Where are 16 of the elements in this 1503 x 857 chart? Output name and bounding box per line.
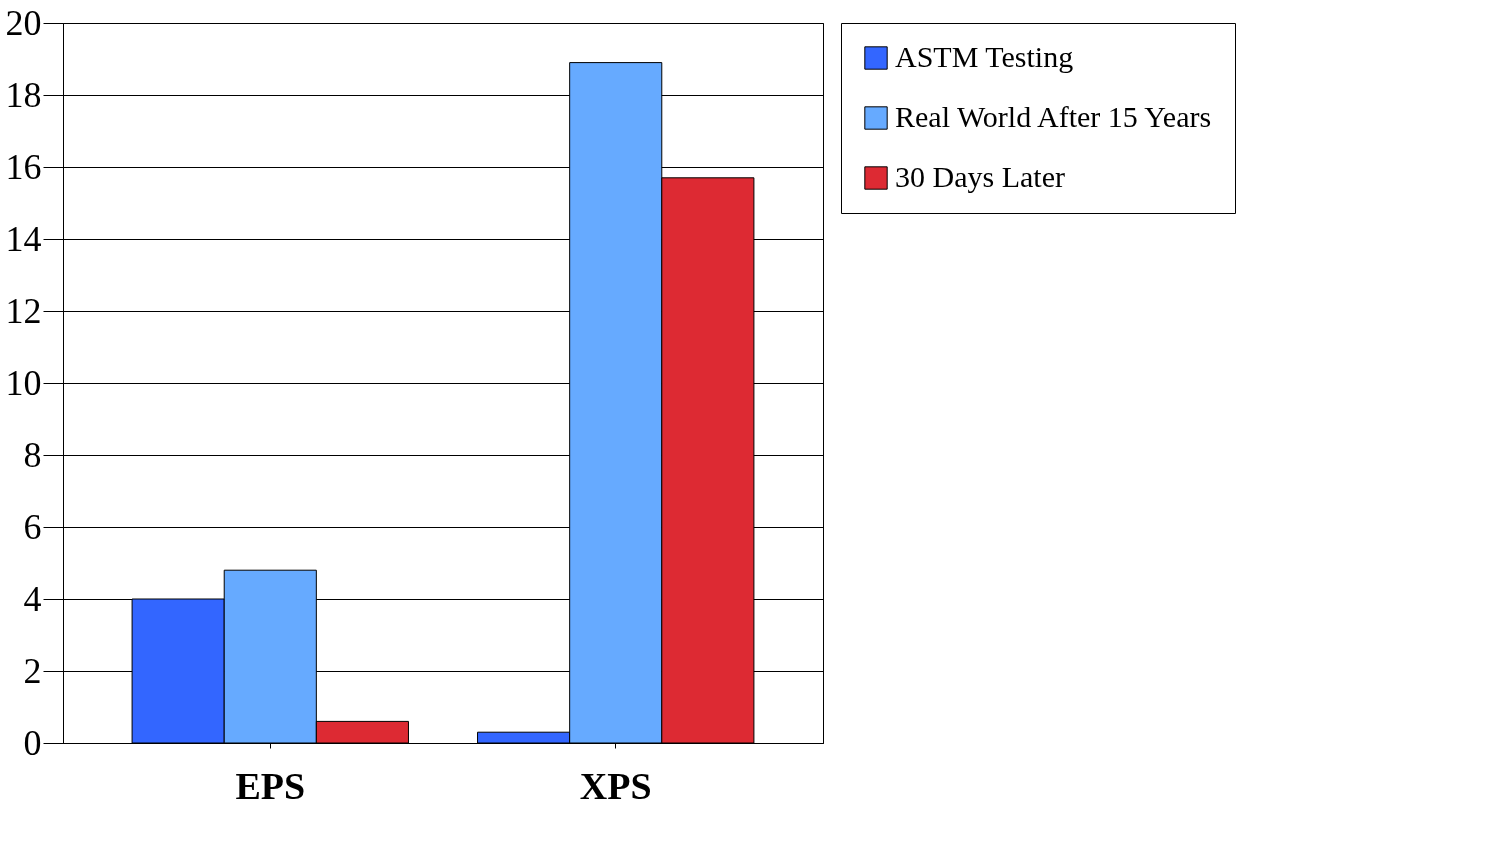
y-tick-label: 18 xyxy=(5,74,42,115)
legend-label: 30 Days Later xyxy=(895,160,1065,193)
legend-label: ASTM Testing xyxy=(895,40,1074,73)
legend-label: Real World After 15 Years xyxy=(895,100,1212,133)
y-tick-label: 12 xyxy=(5,290,42,331)
y-tick-label: 10 xyxy=(5,362,42,403)
y-tick-label: 4 xyxy=(23,578,42,619)
x-tick-label: XPS xyxy=(579,764,652,807)
y-tick-label: 20 xyxy=(5,2,42,43)
y-tick-label: 6 xyxy=(23,506,42,547)
y-tick-label: 16 xyxy=(5,146,42,187)
y-tick-label: 14 xyxy=(5,218,42,259)
y-tick-label: 8 xyxy=(23,434,42,475)
x-tick-label: EPS xyxy=(235,764,306,807)
y-tick-label: 0 xyxy=(23,722,42,763)
y-tick-label: 2 xyxy=(23,650,42,691)
